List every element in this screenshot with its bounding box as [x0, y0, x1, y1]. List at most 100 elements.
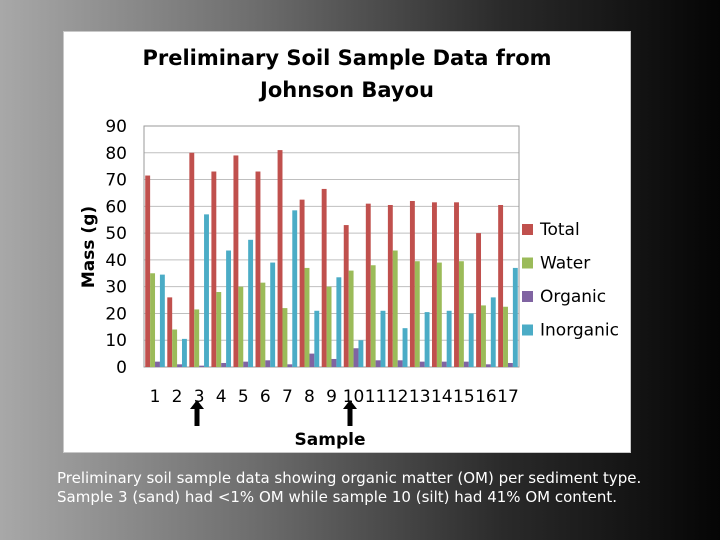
bar-total-sample-10	[343, 225, 349, 367]
x-tick-label: 2	[172, 387, 183, 407]
bar-inorganic-sample-8	[314, 310, 320, 367]
legend-swatch-water	[522, 257, 533, 269]
bar-inorganic-sample-13	[424, 312, 430, 367]
bar-total-sample-9	[321, 188, 327, 367]
bar-total-sample-16	[476, 233, 482, 367]
bar-water-sample-4	[216, 292, 222, 367]
y-tick-label: 90	[105, 117, 127, 137]
arrow-marker-sample-3	[190, 400, 204, 426]
legend-label-water: Water	[540, 254, 590, 274]
bar-water-sample-1	[150, 273, 156, 367]
bar-organic-sample-17	[507, 362, 513, 367]
bar-organic-sample-12	[397, 360, 403, 367]
bar-total-sample-4	[211, 171, 217, 367]
bar-organic-sample-1	[155, 361, 160, 367]
bar-total-sample-11	[365, 203, 371, 367]
x-tick-label: 12	[387, 387, 409, 407]
chart-panel: Preliminary Soil Sample Data from Johnso…	[63, 31, 631, 453]
bar-organic-sample-3	[199, 365, 205, 367]
bar-organic-sample-9	[331, 358, 337, 367]
x-tick-label: 17	[497, 387, 519, 407]
x-tick-label: 1	[150, 387, 161, 407]
legend-swatch-inorganic	[522, 324, 533, 336]
bar-total-sample-17	[498, 204, 504, 367]
chart-title-line-2: Johnson Bayou	[260, 78, 434, 102]
bar-water-sample-5	[238, 286, 244, 367]
bar-organic-sample-6	[265, 360, 271, 367]
bar-total-sample-12	[387, 204, 393, 367]
bar-water-sample-9	[326, 286, 332, 367]
bar-water-sample-10	[348, 270, 354, 367]
y-tick-label: 0	[116, 358, 127, 378]
bar-inorganic-sample-5	[248, 239, 254, 367]
bar-water-sample-17	[503, 306, 508, 367]
bar-organic-sample-13	[419, 361, 425, 367]
y-tick-label: 50	[105, 224, 127, 244]
bar-organic-sample-5	[243, 361, 249, 367]
bar-inorganic-sample-1	[159, 274, 165, 367]
x-tick-label: 3	[194, 387, 205, 407]
legend-swatch-organic	[522, 291, 533, 302]
chart-title-line-1: Preliminary Soil Sample Data from	[142, 46, 552, 70]
bar-inorganic-sample-4	[226, 250, 232, 367]
bar-water-sample-14	[436, 262, 442, 367]
arrow-marker-sample-10	[343, 400, 357, 426]
bar-inorganic-sample-11	[380, 310, 386, 367]
x-tick-label: 6	[260, 387, 271, 407]
bar-total-sample-14	[431, 202, 437, 367]
legend-label-inorganic: Inorganic	[540, 321, 619, 341]
bar-inorganic-sample-14	[446, 310, 452, 367]
x-tick-label: 8	[304, 387, 315, 407]
bar-inorganic-sample-3	[204, 214, 209, 367]
bar-water-sample-11	[370, 265, 376, 367]
y-tick-label: 30	[105, 278, 127, 298]
bar-total-sample-13	[409, 200, 415, 367]
bar-inorganic-sample-7	[292, 210, 298, 367]
y-tick-label: 70	[105, 171, 127, 191]
bar-water-sample-15	[458, 261, 464, 367]
bar-inorganic-sample-12	[402, 328, 408, 367]
bar-organic-sample-11	[375, 360, 381, 367]
y-tick-label: 10	[105, 331, 127, 351]
x-tick-label: 4	[216, 387, 227, 407]
bar-inorganic-sample-9	[336, 277, 342, 367]
y-tick-label: 20	[105, 304, 127, 324]
legend-label-organic: Organic	[540, 287, 606, 307]
x-tick-label: 14	[431, 387, 453, 407]
bar-water-sample-16	[481, 305, 486, 367]
x-tick-label: 11	[365, 387, 387, 407]
bar-water-sample-3	[194, 309, 200, 367]
bar-inorganic-sample-2	[181, 338, 187, 367]
x-tick-label: 15	[453, 387, 475, 407]
bar-organic-sample-14	[441, 361, 447, 367]
legend-swatch-total	[522, 224, 533, 235]
bar-total-sample-7	[277, 150, 283, 367]
bar-organic-sample-8	[309, 353, 315, 367]
bar-water-sample-13	[414, 261, 420, 367]
bar-inorganic-sample-16	[490, 297, 496, 367]
bar-organic-sample-10	[353, 348, 359, 367]
x-axis-label: Sample	[295, 430, 366, 450]
bar-water-sample-12	[392, 250, 398, 367]
x-tick-label: 7	[282, 387, 293, 407]
figure-caption: Preliminary soil sample data showing org…	[57, 469, 642, 506]
bar-organic-sample-15	[463, 361, 469, 367]
bar-inorganic-sample-10	[358, 340, 364, 367]
bar-organic-sample-2	[177, 364, 182, 367]
bar-organic-sample-16	[485, 364, 491, 367]
bar-organic-sample-4	[221, 362, 227, 367]
bar-organic-sample-7	[287, 364, 293, 367]
bar-total-sample-8	[299, 199, 305, 367]
bar-inorganic-sample-6	[270, 262, 276, 367]
bar-water-sample-8	[304, 267, 310, 367]
bar-total-sample-1	[145, 175, 151, 367]
bar-total-sample-2	[167, 297, 173, 367]
x-tick-label: 5	[238, 387, 249, 407]
bar-water-sample-7	[282, 308, 288, 367]
bar-water-sample-2	[172, 329, 178, 367]
bar-total-sample-6	[255, 171, 261, 367]
bar-total-sample-15	[454, 202, 459, 367]
x-tick-label: 16	[475, 387, 497, 407]
x-tick-label: 13	[409, 387, 431, 407]
